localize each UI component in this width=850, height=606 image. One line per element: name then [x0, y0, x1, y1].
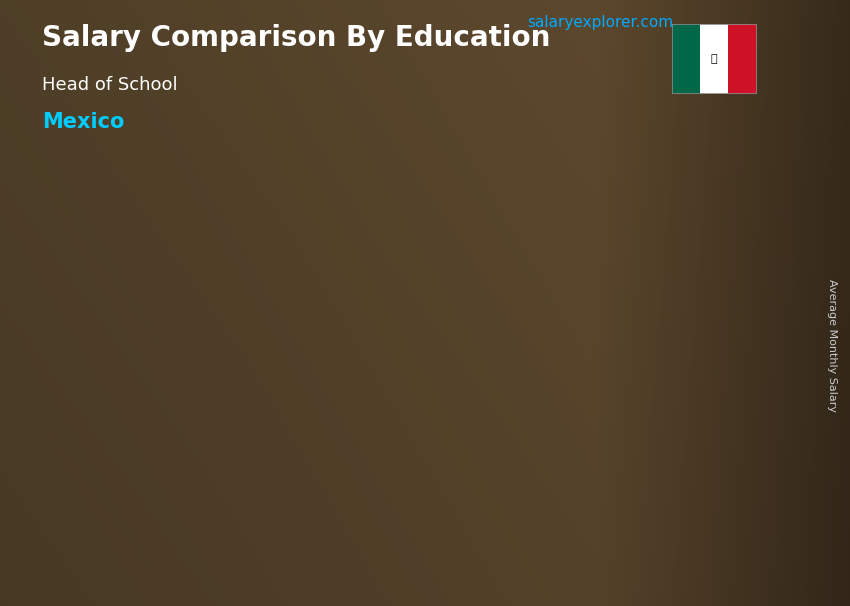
- Text: Master's Degree: Master's Degree: [192, 556, 346, 574]
- Polygon shape: [663, 239, 697, 527]
- Text: Mexico: Mexico: [42, 112, 125, 132]
- Bar: [700, 24, 728, 94]
- Text: Salary Comparison By Education: Salary Comparison By Education: [42, 24, 551, 52]
- Text: 55,500 MXN: 55,500 MXN: [712, 207, 824, 224]
- Text: Average Monthly Salary: Average Monthly Salary: [827, 279, 837, 412]
- Text: 32,600 MXN: 32,600 MXN: [139, 325, 252, 344]
- Polygon shape: [334, 358, 368, 527]
- Bar: [728, 24, 756, 94]
- Text: 🦅: 🦅: [711, 54, 717, 64]
- Bar: [170, 358, 334, 527]
- Bar: [499, 239, 663, 527]
- Text: Head of School: Head of School: [42, 76, 178, 94]
- Text: salaryexplorer.com: salaryexplorer.com: [527, 15, 673, 30]
- Text: +70%: +70%: [379, 268, 487, 302]
- Polygon shape: [170, 351, 368, 358]
- Bar: [672, 24, 700, 94]
- Polygon shape: [499, 232, 697, 239]
- Text: PhD: PhD: [579, 556, 617, 574]
